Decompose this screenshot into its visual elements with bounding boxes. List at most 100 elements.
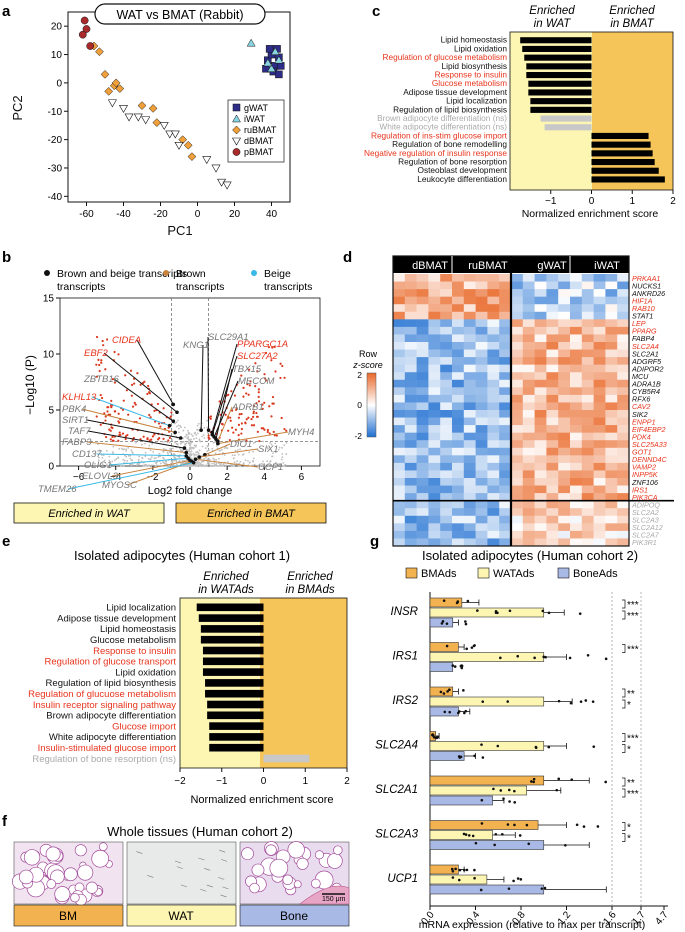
d-cell: [404, 334, 417, 343]
b-dot: [265, 379, 268, 382]
g-gene-irs2: IRS2: [392, 695, 418, 707]
b-dot: [240, 432, 243, 435]
d-cell: [617, 289, 630, 297]
panel-e-title: Isolated adipocytes (Human cohort 1): [74, 548, 290, 563]
c-bar: [528, 89, 592, 96]
d-cell: [416, 334, 429, 343]
a-point-iwat: [270, 47, 280, 55]
d-cell: [617, 402, 630, 411]
d-cell: [487, 357, 500, 365]
d-cell: [452, 530, 465, 539]
d-cell: [581, 304, 594, 313]
d-cell: [511, 304, 524, 313]
d-cell: [546, 508, 559, 517]
b-callout-sirt1: [86, 419, 181, 439]
b-dot: [169, 448, 171, 450]
d-cell: [404, 417, 417, 426]
d-cell: [440, 319, 453, 328]
d-cell: [393, 326, 406, 335]
c-category-label: Regulation of bone resorption: [398, 157, 507, 167]
d-cell: [475, 342, 488, 350]
g-datapoint: [541, 609, 545, 613]
d-cell: [546, 372, 559, 381]
d-cell: [416, 500, 429, 509]
b-dot: [111, 378, 115, 381]
d-cell: [487, 326, 500, 335]
d-cell: [487, 289, 500, 297]
g-datapoint: [506, 823, 510, 826]
a-point-pbmat: [86, 42, 95, 50]
d-cell: [499, 493, 512, 501]
d-cell: [570, 274, 583, 282]
b-dot: [148, 439, 151, 442]
b-dot: [211, 462, 213, 465]
b-dot: [236, 460, 239, 463]
d-cell: [617, 538, 630, 547]
d-cell: [475, 379, 488, 388]
b-dot: [103, 412, 106, 415]
d-cell: [522, 485, 535, 494]
g-datapoint: [568, 656, 572, 660]
d-cell: [440, 379, 453, 388]
d-cell: [605, 364, 618, 373]
d-cell: [475, 500, 488, 509]
d-cell: [522, 357, 535, 365]
c-bar: [591, 159, 655, 166]
d-cell: [546, 274, 559, 282]
g-gene-slc2a4: SLC2A4: [375, 740, 418, 752]
c-xtick-label: 1: [629, 196, 635, 207]
b-dot: [198, 439, 201, 442]
b-dot: [273, 345, 276, 349]
g-datapoint: [472, 644, 476, 648]
b-highlight-ucp1: [193, 457, 198, 462]
d-gene-prkaa1: PRKAA1: [632, 274, 660, 283]
d-cell: [393, 432, 406, 441]
d-cell: [617, 493, 630, 501]
e-bar: [263, 754, 310, 763]
b-callout-myh4: [217, 431, 289, 445]
d-cell: [475, 425, 488, 433]
panel-c-header-left: Enriched: [529, 5, 575, 17]
d-cell: [593, 410, 606, 418]
b-dot: [102, 464, 104, 466]
d-cell: [452, 538, 465, 547]
d-cell: [605, 357, 618, 365]
d-cell: [393, 372, 406, 381]
b-dot: [157, 422, 161, 425]
b-dot: [255, 411, 258, 415]
d-cell: [475, 462, 488, 471]
g-datapoint: [508, 609, 512, 613]
f-scalebar-label: 150 μm: [322, 896, 346, 903]
d-cell: [393, 357, 406, 365]
g-sig-label: *: [627, 700, 631, 711]
b-dot: [136, 462, 139, 465]
b-dot: [166, 441, 169, 444]
c-xtick-label: −1: [545, 196, 557, 207]
g-datapoint: [481, 700, 485, 703]
b-dot: [173, 453, 176, 456]
d-cell: [511, 311, 524, 320]
b-dot: [182, 429, 185, 432]
d-cell: [416, 402, 429, 411]
b-dot: [101, 339, 104, 343]
g-datapoint: [570, 778, 574, 781]
d-cell: [511, 470, 524, 479]
d-cell: [463, 485, 476, 494]
b-dot: [104, 419, 107, 422]
d-cell: [393, 410, 406, 418]
d-cell: [617, 440, 630, 449]
panel-a-ylabel: PC2: [10, 95, 25, 120]
b-dot: [234, 428, 238, 431]
d-cell: [570, 357, 583, 365]
e-bar: [207, 711, 264, 720]
g-datapoint: [519, 878, 523, 881]
b-dot: [132, 464, 135, 466]
d-cell: [546, 455, 559, 464]
b-dot: [268, 405, 271, 408]
e-bar: [209, 743, 264, 752]
panel-d-scale-mid: 0: [357, 400, 362, 410]
b-dot: [254, 385, 257, 388]
f-adipocyte: [287, 841, 305, 859]
d-cell: [581, 387, 594, 396]
a-point-dbmat: [159, 122, 169, 131]
